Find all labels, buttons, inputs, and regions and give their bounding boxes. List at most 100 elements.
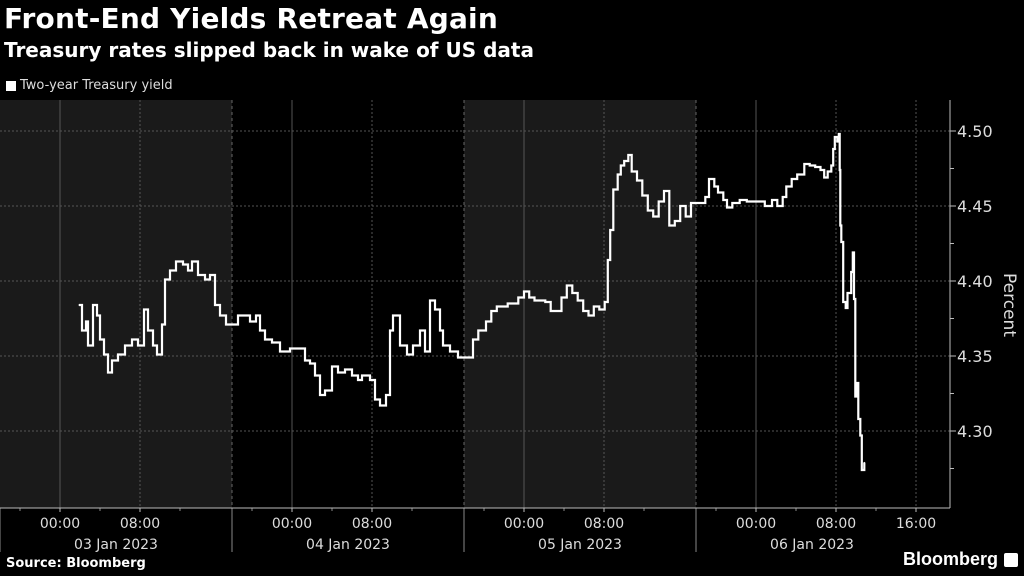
data-point: [271, 341, 273, 344]
data-point: [845, 307, 847, 309]
data-point: [832, 148, 834, 150]
data-point: [429, 299, 431, 302]
data-point: [309, 362, 311, 365]
data-point: [566, 284, 568, 287]
chart-subtitle: Treasury rates slipped back in wake of U…: [4, 38, 534, 62]
data-point: [319, 394, 321, 396]
data-point: [617, 173, 619, 176]
data-point: [853, 298, 855, 300]
data-point: [442, 344, 444, 347]
data-point: [539, 299, 541, 302]
data-point: [219, 314, 221, 317]
y-axis-label: Percent: [999, 273, 1019, 337]
day-label: 04 Jan 2023: [306, 537, 390, 553]
data-point: [846, 292, 849, 294]
data-point: [690, 202, 692, 204]
data-point: [457, 356, 459, 359]
data-point: [612, 188, 614, 191]
data-point: [351, 374, 353, 377]
data-point: [722, 199, 724, 201]
data-point: [598, 308, 600, 311]
data-point: [449, 350, 451, 353]
data-point: [191, 260, 193, 263]
data-point: [528, 296, 530, 299]
data-point: [107, 371, 109, 374]
data-point: [771, 199, 773, 201]
data-point: [103, 353, 105, 356]
data-point: [361, 374, 363, 377]
data-point: [641, 194, 643, 197]
data-point: [814, 166, 816, 168]
data-point: [861, 469, 863, 471]
data-point: [99, 338, 101, 341]
data-point: [739, 199, 741, 201]
y-tick-label: 4.40: [957, 272, 993, 291]
data-point: [679, 205, 681, 207]
data-point: [412, 344, 414, 347]
data-point: [344, 368, 346, 371]
data-point: [717, 191, 719, 194]
data-point: [279, 350, 281, 353]
data-point: [214, 304, 216, 306]
session-band: [0, 100, 233, 508]
data-point: [237, 314, 239, 317]
data-point: [623, 160, 625, 162]
data-point: [187, 269, 189, 272]
data-point: [731, 202, 733, 204]
data-point: [131, 338, 133, 341]
data-point: [379, 404, 381, 407]
data-point: [827, 170, 829, 173]
data-point: [137, 344, 139, 347]
y-tick-label: 4.45: [957, 197, 993, 216]
bloomberg-logo: Bloomberg: [903, 549, 1018, 570]
data-point: [663, 190, 665, 192]
data-point: [147, 329, 149, 332]
data-point: [304, 359, 306, 362]
data-point: [385, 394, 387, 396]
data-point: [496, 305, 498, 308]
data-point: [854, 395, 856, 398]
data-point: [81, 329, 83, 332]
data-point: [708, 178, 710, 180]
data-point: [152, 344, 154, 347]
data-point: [607, 259, 609, 261]
session-band: [696, 100, 950, 508]
data-point: [182, 263, 184, 266]
data-point: [369, 379, 371, 381]
data-point: [857, 418, 859, 420]
x-tick-label: 08:00: [816, 516, 856, 532]
data-point: [204, 278, 206, 281]
data-point: [164, 278, 166, 281]
data-point: [836, 140, 838, 143]
data-point: [249, 320, 251, 323]
data-point: [143, 308, 145, 311]
data-point: [357, 379, 359, 381]
data-point: [96, 314, 98, 317]
data-point: [571, 292, 573, 294]
x-tick-label: 00:00: [40, 516, 80, 532]
data-point: [264, 338, 266, 341]
data-point: [791, 178, 793, 180]
data-point: [161, 323, 163, 326]
data-point: [839, 224, 841, 227]
data-point: [658, 200, 660, 203]
data-point: [490, 310, 492, 312]
data-point: [587, 314, 590, 317]
x-tick-label: 00:00: [736, 516, 776, 532]
data-point: [636, 179, 638, 182]
data-point: [757, 200, 759, 203]
data-point: [289, 347, 291, 350]
data-point: [852, 251, 854, 254]
data-point: [704, 196, 706, 198]
day-label: 06 Jan 2023: [770, 537, 854, 553]
data-point: [175, 260, 177, 263]
x-tick-label: 16:00: [896, 516, 936, 532]
source-note: Source: Bloomberg: [6, 556, 146, 571]
logo-text: Bloomberg: [902, 549, 998, 569]
data-point: [685, 215, 687, 218]
data-point: [582, 310, 584, 312]
legend-label: Two-year Treasury yield: [20, 78, 173, 93]
y-tick-label: 4.35: [957, 347, 993, 366]
data-point: [92, 304, 94, 306]
data-point: [124, 344, 126, 347]
